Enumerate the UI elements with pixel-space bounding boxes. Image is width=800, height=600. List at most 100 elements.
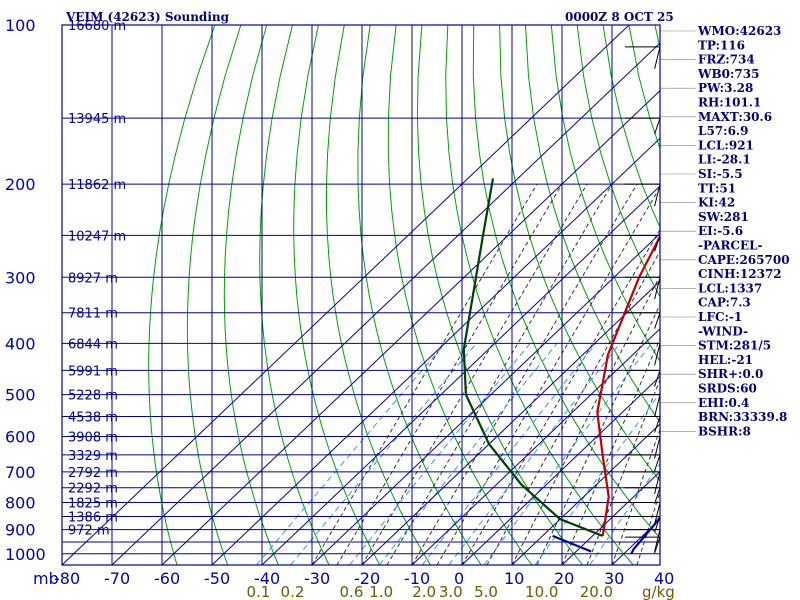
wind-barb-flag <box>654 235 661 252</box>
pressure-tick-label: 600 <box>5 427 36 446</box>
moist-adiabat <box>336 183 563 565</box>
temperature-tick-label: -30 <box>304 569 330 588</box>
stat-line: WMO:42623 <box>697 24 781 38</box>
moist-adiabat <box>436 186 660 565</box>
wind-barb-flag <box>654 471 661 495</box>
stat-line: SI:-5.5 <box>698 167 743 181</box>
moist-adiabats <box>311 183 660 565</box>
moist-adiabat <box>586 378 660 565</box>
isotherm-line <box>62 25 630 565</box>
stat-line: MAXT:30.6 <box>698 110 772 124</box>
stat-line: LFC:-1 <box>698 310 742 324</box>
dry-adiabat <box>223 25 279 565</box>
isotherm-line <box>261 185 660 565</box>
axis-labels: VEIM (42623) Sounding 0000Z 8 OCT 25 100… <box>5 10 675 600</box>
stat-line: SW:281 <box>698 210 749 224</box>
series-temperature <box>596 234 660 537</box>
dry-adiabat <box>499 25 660 482</box>
mixing-ratio-label: 2.0 <box>412 583 436 600</box>
stat-line: TP:116 <box>698 38 745 52</box>
stat-line: BRN:33339.8 <box>698 410 787 424</box>
mixing-ratio-line <box>290 343 477 565</box>
temperature-tick-label: 30 <box>604 569 624 588</box>
wind-barb-flag <box>654 46 661 70</box>
stat-line: CAPE:265700 <box>698 253 790 267</box>
pressure-tick-label: 700 <box>5 463 36 482</box>
series-parcel <box>630 515 660 555</box>
wind-barb-flag <box>654 394 661 417</box>
isotherm-line <box>161 90 660 565</box>
stat-line: STM:281/5 <box>698 339 771 353</box>
height-label: 7811 m <box>68 307 118 322</box>
plot-frame <box>61 24 661 566</box>
dry-adiabats <box>148 25 660 565</box>
height-label: 6844 m <box>68 337 118 352</box>
stat-line: EHI:0.4 <box>698 396 749 410</box>
wind-barb-flag <box>654 370 661 387</box>
moist-adiabat <box>461 228 660 565</box>
temperature-tick-label: -80 <box>54 569 80 588</box>
temperature-tick-label: -50 <box>204 569 230 588</box>
dry-adiabat <box>416 25 583 565</box>
mixing-ratio-line <box>421 343 597 565</box>
moist-adiabat <box>486 250 660 565</box>
dry-adiabat <box>525 25 660 423</box>
stat-line: SRDS:60 <box>698 382 757 396</box>
stat-line: RH:101.1 <box>698 96 761 110</box>
wind-barb-flag <box>654 312 661 329</box>
stats-panel: WMO:42623TP:116FRZ:734WB0:735PW:3.28RH:1… <box>660 24 790 438</box>
mixing-ratio-line <box>349 343 531 565</box>
mixing-ratio-label: 20.0 <box>580 583 613 600</box>
grid-lines <box>62 25 660 565</box>
stat-line: EI:-5.6 <box>698 224 743 238</box>
wind-barb-flag <box>654 529 661 552</box>
isotherm-line <box>211 137 660 565</box>
mixing-ratio-line <box>448 343 621 565</box>
wind-barb-flag <box>654 184 661 207</box>
stat-line: PW:3.28 <box>698 81 753 95</box>
temperature-tick-label: -40 <box>254 569 280 588</box>
moist-adiabat <box>411 183 638 565</box>
dry-adiabat <box>293 25 381 565</box>
pressure-tick-label: 400 <box>5 334 36 353</box>
isotherm-line <box>461 375 660 565</box>
height-label: 1825 m <box>68 497 118 512</box>
mixing-ratio-label: 10.0 <box>525 583 558 600</box>
pressure-tick-label: 100 <box>5 16 36 35</box>
temperature-tick-label: -20 <box>354 569 380 588</box>
moist-adiabat <box>611 428 660 565</box>
height-label: 4538 m <box>68 411 118 426</box>
stat-line: LCL:921 <box>698 138 754 152</box>
isotherm-line <box>361 280 660 565</box>
mixing-ratio-line <box>483 343 652 565</box>
pressure-tick-label: 800 <box>5 494 36 513</box>
moist-adiabat <box>361 183 588 565</box>
height-label: 2292 m <box>68 482 118 497</box>
dry-adiabat <box>550 25 660 362</box>
temperature-tick-label: -60 <box>154 569 180 588</box>
moist-adiabat <box>511 274 660 565</box>
chart-date: 0000Z 8 OCT 25 <box>565 10 674 24</box>
height-label: 972 m <box>68 524 110 539</box>
dry-adiabat <box>387 25 533 565</box>
stat-line: LCL:1337 <box>698 281 762 295</box>
height-label: 16680 m <box>68 19 126 34</box>
isotherm-line <box>411 328 660 565</box>
temperature-tick-label: 0 <box>454 569 464 588</box>
wind-barb-flag <box>654 416 661 433</box>
stat-line: FRZ:734 <box>698 53 755 67</box>
height-label: 2792 m <box>68 466 118 481</box>
wind-barbs <box>625 46 661 554</box>
temperature-tick-label: 10 <box>504 569 524 588</box>
pressure-tick-label: 300 <box>5 268 36 287</box>
moist-adiabat <box>386 183 613 565</box>
temperature-tick-label: -70 <box>104 569 130 588</box>
mixing-ratio-label: 0.1 <box>246 583 270 600</box>
wind-barb-flag <box>654 277 661 300</box>
stat-line: CAP:7.3 <box>698 296 751 310</box>
pressure-tick-label: 900 <box>5 521 36 540</box>
mixing-ratio-line <box>534 392 660 565</box>
height-label: 5228 m <box>68 389 118 404</box>
